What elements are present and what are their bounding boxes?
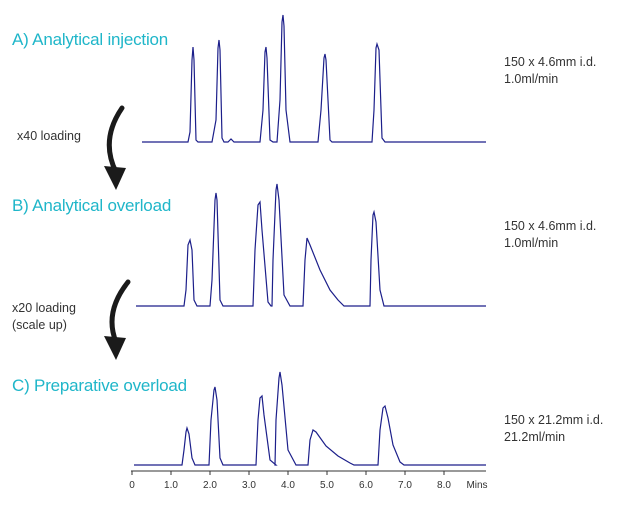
curved-arrow-1 <box>104 105 126 190</box>
axis-tick-label: 0 <box>129 480 135 491</box>
panel-b-column: 150 x 4.6mm i.d. <box>504 219 597 233</box>
panel-a-conditions: 150 x 4.6mm i.d. 1.0ml/min <box>504 54 596 88</box>
chromatogram-trace-a <box>142 14 486 143</box>
axis-tick-label: 2.0 <box>203 480 217 491</box>
panel-c-column: 150 x 21.2mm i.d. <box>504 413 604 427</box>
axis-unit-label: Mins <box>466 480 487 491</box>
axis-tick-label: 5.0 <box>320 480 334 491</box>
panel-b-flow: 1.0ml/min <box>504 236 559 250</box>
time-axis-labels: 0 1.0 2.0 3.0 4.0 5.0 6.0 7.0 8.0 Mins <box>129 480 487 491</box>
panel-c-conditions: 150 x 21.2mm i.d. 21.2ml/min <box>504 412 603 446</box>
chromatogram-trace-c <box>134 371 486 466</box>
panel-a-flow: 1.0ml/min <box>504 72 559 86</box>
axis-tick-label: 8.0 <box>437 480 451 491</box>
arrow-1-label: x40 loading <box>17 128 81 145</box>
axis-tick-label: 7.0 <box>398 480 412 491</box>
panel-b-title: B) Analytical overload <box>12 196 172 215</box>
panel-a-title: A) Analytical injection <box>12 30 169 49</box>
axis-tick-label: 4.0 <box>281 480 295 491</box>
curved-arrow-2 <box>104 279 131 360</box>
axis-tick-label: 1.0 <box>164 480 178 491</box>
time-axis-ticks <box>131 471 445 475</box>
panel-b-conditions: 150 x 4.6mm i.d. 1.0ml/min <box>504 218 596 252</box>
panel-c-title: C) Preparative overload <box>12 376 187 395</box>
panel-c-flow: 21.2ml/min <box>504 430 566 444</box>
axis-tick-label: 6.0 <box>359 480 373 491</box>
panel-a-column: 150 x 4.6mm i.d. <box>504 55 597 69</box>
axis-tick-label: 3.0 <box>242 480 256 491</box>
arrow-1-label-line1: x40 loading <box>17 129 81 143</box>
chromatogram-trace-b <box>136 183 486 307</box>
arrow-2-label: x20 loading (scale up) <box>12 300 76 334</box>
arrow-2-label-line2: (scale up) <box>12 318 67 332</box>
arrow-2-label-line1: x20 loading <box>12 301 76 315</box>
